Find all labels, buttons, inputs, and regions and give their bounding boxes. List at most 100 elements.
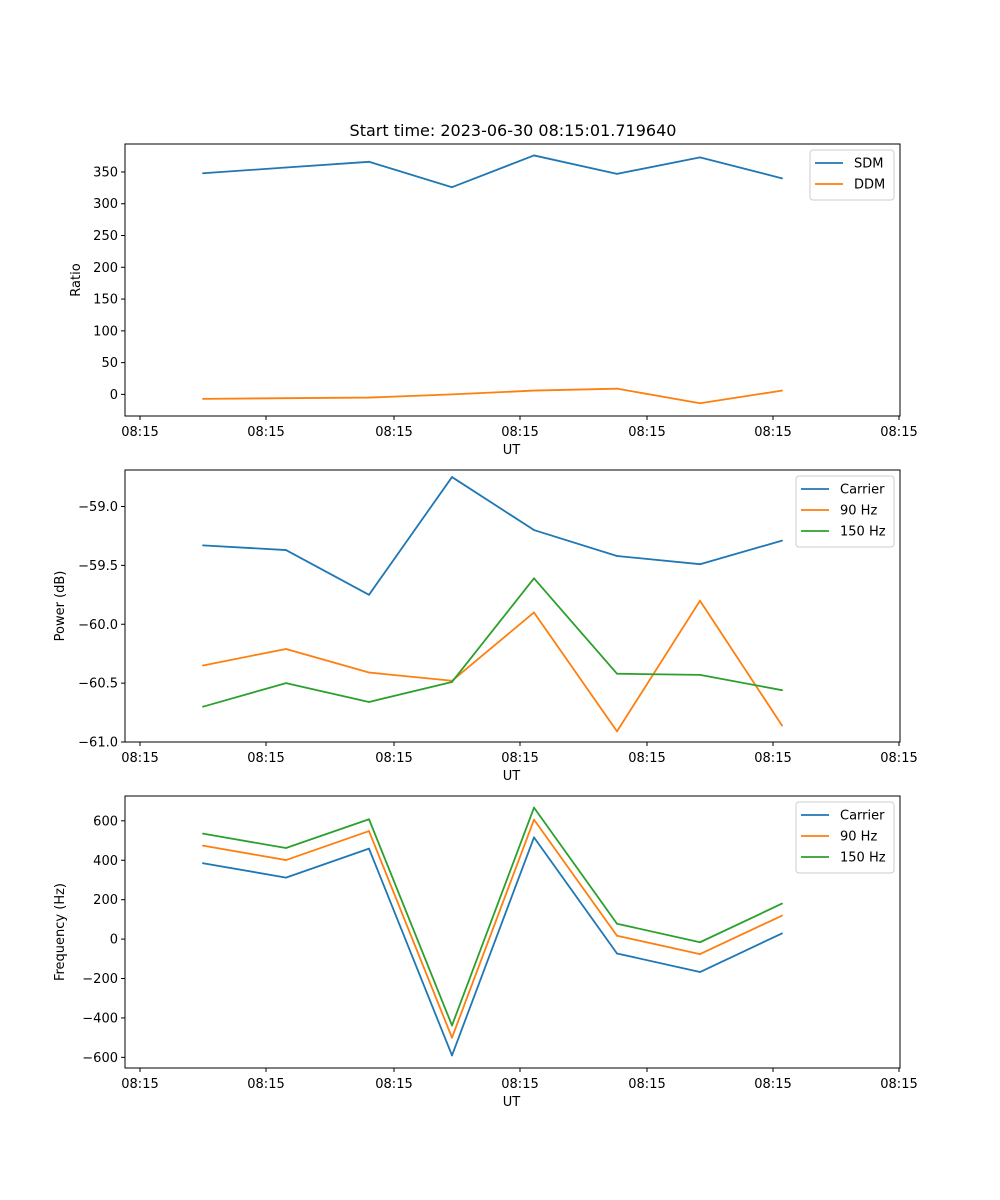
x-tick-label: 08:15 [375, 425, 412, 440]
x-tick-label: 08:15 [375, 1077, 412, 1092]
legend-label: 90 Hz [840, 504, 877, 519]
legend: Carrier 90 Hz 150 Hz [795, 475, 895, 548]
y-tick-label: −60.0 [78, 618, 118, 633]
y-tick-label: −200 [82, 972, 118, 987]
y-tick-label: −59.5 [78, 559, 118, 574]
y-tick-label: 250 [93, 229, 118, 244]
x-tick-label: 08:15 [880, 425, 917, 440]
panels: 08:15 08:15 08:15 08:15 08:15 08:15 08:15 0 50 10… [53, 143, 918, 1110]
series-line-90-hz [202, 818, 783, 1039]
x-tick-label: 08:15 [880, 1077, 917, 1092]
legend-label: Carrier [840, 483, 885, 498]
data-point [451, 186, 453, 189]
y-tick-label: −61.0 [78, 736, 118, 751]
data-point [451, 1054, 453, 1057]
legend-label: DDM [854, 178, 885, 193]
data-point [202, 862, 204, 865]
legend-label: SDM [854, 157, 883, 172]
legend-box [795, 475, 895, 548]
legend-label: 90 Hz [840, 830, 877, 845]
data-point [533, 818, 535, 821]
x-tick-label: 08:15 [754, 1077, 791, 1092]
data-point [781, 724, 783, 727]
x-tick-label: 08:15 [247, 1077, 284, 1092]
y-tick-label: 50 [101, 356, 118, 371]
chart-panel-2: 08:15 08:15 08:15 08:15 08:15 08:15 08:15−61.0… [53, 469, 918, 784]
data-point [616, 730, 618, 733]
y-tick-label: −600 [82, 1051, 118, 1066]
data-point [533, 529, 535, 531]
data-point [451, 1024, 453, 1027]
data-point [699, 563, 701, 566]
data-point [616, 387, 618, 390]
data-point [285, 648, 287, 650]
data-point [451, 681, 453, 683]
data-point [616, 672, 618, 675]
x-tick-label: 08:15 [247, 751, 284, 766]
x-tick-label: 08:15 [121, 425, 158, 440]
series-line-sdm [202, 154, 783, 189]
x-tick-label: 08:15 [247, 425, 284, 440]
data-point [285, 847, 287, 849]
data-point [533, 611, 535, 614]
series-line-carrier [202, 476, 783, 596]
y-tick-label: −400 [82, 1011, 118, 1026]
data-point [616, 922, 618, 925]
plot-area-frame [124, 469, 901, 743]
y-tick-label: 600 [93, 814, 118, 829]
series-line-ddm [202, 387, 783, 405]
data-point [699, 941, 701, 944]
data-point [616, 172, 618, 175]
data-point [699, 953, 701, 955]
data-point [781, 902, 783, 905]
series-line-90-hz [202, 599, 783, 733]
x-tick-label: 08:15 [375, 751, 412, 766]
plot-area-frame [124, 795, 901, 1069]
data-point [616, 934, 618, 937]
x-tick-label: 08:15 [628, 1077, 665, 1092]
y-tick-label: 0 [110, 388, 118, 403]
data-point [285, 859, 287, 861]
data-point [285, 682, 287, 685]
data-point [781, 389, 783, 392]
y-tick-label: 200 [93, 893, 118, 908]
data-point [285, 876, 287, 879]
x-tick-label: 08:15 [880, 751, 917, 766]
x-tick-label: 08:15 [121, 1077, 158, 1092]
y-tick-label: 200 [93, 261, 118, 276]
y-axis-label: Ratio [69, 263, 84, 296]
x-axis-label: UT [503, 1095, 521, 1110]
y-tick-label: 350 [93, 165, 118, 180]
data-point [285, 397, 287, 400]
x-tick-label: 08:15 [628, 425, 665, 440]
data-point [368, 160, 370, 163]
data-point [202, 172, 204, 175]
data-point [202, 664, 204, 667]
figure-title: Start time: 2023-06-30 08:15:01.719640 [350, 121, 677, 140]
data-point [368, 830, 370, 832]
y-tick-label: 150 [93, 293, 118, 308]
legend-label: 150 Hz [840, 851, 886, 866]
data-point [202, 397, 204, 400]
data-point [699, 673, 701, 676]
data-point [285, 166, 287, 169]
data-point [533, 389, 535, 392]
y-tick-label: 100 [93, 324, 118, 339]
x-axis-label: UT [503, 443, 521, 458]
series-line-150-hz [202, 577, 783, 708]
data-point [533, 154, 535, 157]
data-point [781, 177, 783, 180]
y-tick-label: 0 [110, 933, 118, 948]
data-point [781, 932, 783, 935]
data-point [368, 847, 370, 850]
data-point [699, 402, 701, 405]
legend-box [795, 801, 895, 874]
data-point [781, 539, 783, 542]
data-point [616, 555, 618, 557]
data-point [699, 599, 701, 602]
legend: SDM DDM [809, 149, 895, 201]
data-point [451, 1036, 453, 1039]
chart-panel-1: 08:15 08:15 08:15 08:15 08:15 08:15 08:15 0 50 10… [69, 143, 918, 458]
data-point [368, 593, 370, 596]
